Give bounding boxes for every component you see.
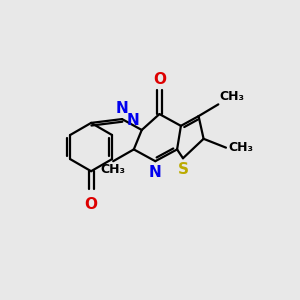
Text: CH₃: CH₃ — [228, 141, 253, 154]
Text: O: O — [153, 72, 166, 87]
Text: N: N — [116, 100, 128, 116]
Text: N: N — [149, 165, 162, 180]
Text: N: N — [127, 112, 140, 128]
Text: CH₃: CH₃ — [101, 163, 126, 176]
Text: CH₃: CH₃ — [220, 90, 245, 103]
Text: O: O — [85, 197, 98, 212]
Text: S: S — [178, 162, 188, 177]
